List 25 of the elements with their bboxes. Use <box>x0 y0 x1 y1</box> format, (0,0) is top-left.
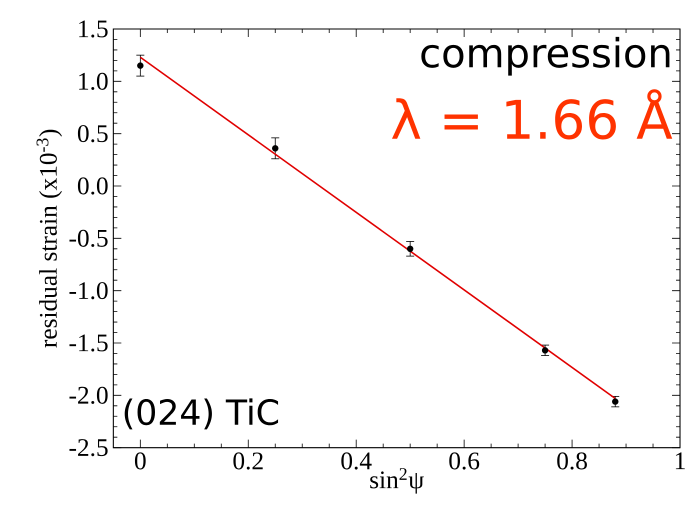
y-tick-label: -2.5 <box>69 439 108 456</box>
x-tick-label: 0.2 <box>233 452 263 470</box>
x-tick-label: 0.6 <box>449 452 480 470</box>
y-tick-label: 0.5 <box>78 125 108 142</box>
x-tick-label: 0.8 <box>557 452 587 470</box>
y-tick-label: 1.5 <box>79 20 108 38</box>
y-axis-title: residual strain (x10$^{-3}$) <box>36 130 62 348</box>
annotation: compression <box>421 36 670 76</box>
y-tick-label: -0.5 <box>69 230 108 247</box>
point <box>137 62 144 69</box>
y-tick-label: 0.0 <box>78 177 108 195</box>
annotation: (024) TiC <box>124 398 278 430</box>
point <box>612 398 618 405</box>
x-axis-title: sin$^{2}$ψ <box>370 468 424 494</box>
x-tick-label: 0 <box>134 452 146 470</box>
point <box>542 347 548 354</box>
annotation: λ = 1.66 Å <box>392 89 672 140</box>
y-tick-label: -2.0 <box>69 386 108 404</box>
y-tick-label: -1.0 <box>69 282 108 300</box>
point <box>272 145 278 152</box>
point <box>406 246 414 252</box>
x-tick-label: 0.4 <box>341 452 372 470</box>
y-tick-label: 1.0 <box>79 72 108 90</box>
x-tick-label: 1 <box>676 452 685 470</box>
y-tick-label: -1.5 <box>69 334 108 352</box>
